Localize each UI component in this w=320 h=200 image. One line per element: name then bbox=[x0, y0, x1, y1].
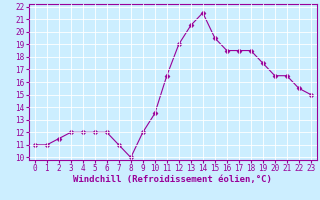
X-axis label: Windchill (Refroidissement éolien,°C): Windchill (Refroidissement éolien,°C) bbox=[73, 175, 272, 184]
